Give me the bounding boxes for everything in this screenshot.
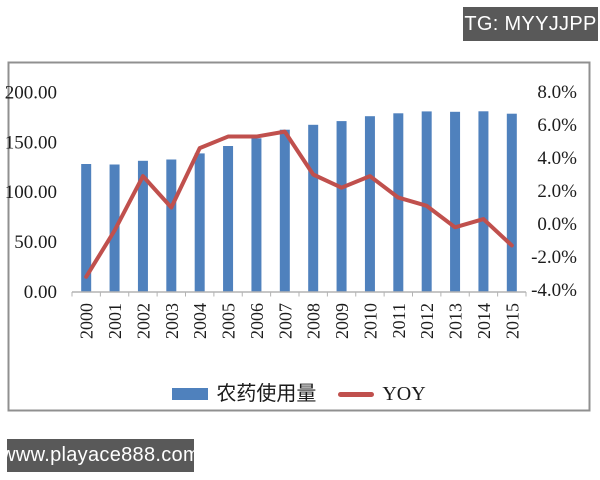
right-axis-tick-label: -2.0%	[531, 247, 577, 268]
bar-2010	[364, 116, 375, 292]
bar-2011	[393, 113, 404, 292]
bar-2014	[478, 111, 489, 292]
bar-2004	[194, 153, 205, 292]
right-axis-tick-label: 0.0%	[537, 214, 577, 235]
left-axis-tick-label: 0.00	[24, 282, 57, 303]
x-axis-year-label: 2002	[133, 303, 153, 339]
right-axis-tick-label: 4.0%	[537, 148, 577, 169]
x-axis-year-label: 2007	[275, 303, 295, 339]
right-axis-tick-label: -4.0%	[531, 280, 577, 301]
bar-2008	[308, 124, 319, 292]
tg-badge: TG: MYYJJPP	[463, 7, 598, 41]
x-axis-year-label: 2014	[474, 303, 494, 339]
legend-bar-swatch	[172, 388, 209, 400]
bar-2002	[137, 160, 148, 292]
yoy-line	[84, 129, 514, 279]
bar-2007	[279, 129, 290, 292]
x-axis-year-label: 2013	[446, 303, 466, 339]
x-axis-year-label: 2001	[105, 303, 125, 339]
x-axis-year-label: 2012	[417, 303, 437, 339]
right-axis-tick-label: 8.0%	[537, 82, 577, 103]
left-axis-tick-label: 50.00	[14, 232, 57, 253]
x-axis-year-label: 2009	[332, 303, 352, 339]
bar-2006	[251, 138, 262, 292]
x-axis-year-label: 2015	[502, 303, 522, 339]
legend-line-swatch	[338, 391, 375, 397]
left-axis-tick-label: 200.00	[5, 82, 57, 103]
x-axis-year-label: 2005	[219, 303, 239, 339]
watermark-url: www.playace888.com	[1, 439, 200, 472]
bar-2000	[81, 164, 92, 292]
bar-2013	[450, 111, 461, 292]
legend-bar-label: 农药使用量	[216, 383, 317, 405]
right-axis-tick-label: 2.0%	[537, 181, 577, 202]
x-axis-year-label: 2003	[162, 303, 182, 339]
x-axis-year-label: 2010	[360, 303, 380, 339]
bar-2009	[336, 121, 347, 292]
chart-frame	[7, 61, 591, 412]
bar-2012	[421, 111, 432, 293]
left-axis-tick-label: 100.00	[5, 182, 57, 203]
x-axis-year-label: 2011	[389, 303, 409, 338]
x-axis-year-label: 2008	[304, 303, 324, 339]
bar-2005	[223, 146, 234, 292]
bar-2003	[166, 159, 177, 292]
left-axis-tick-label: 150.00	[5, 132, 57, 153]
chart-legend: 农药使用量 YOY	[8, 383, 590, 405]
legend-line-label: YOY	[382, 383, 426, 405]
x-axis-year-label: 2000	[77, 303, 97, 339]
x-axis-year-label: 2006	[247, 303, 267, 339]
bar-2015	[506, 113, 517, 292]
right-axis-tick-label: 6.0%	[537, 115, 577, 136]
x-axis-year-label: 2004	[190, 303, 210, 339]
